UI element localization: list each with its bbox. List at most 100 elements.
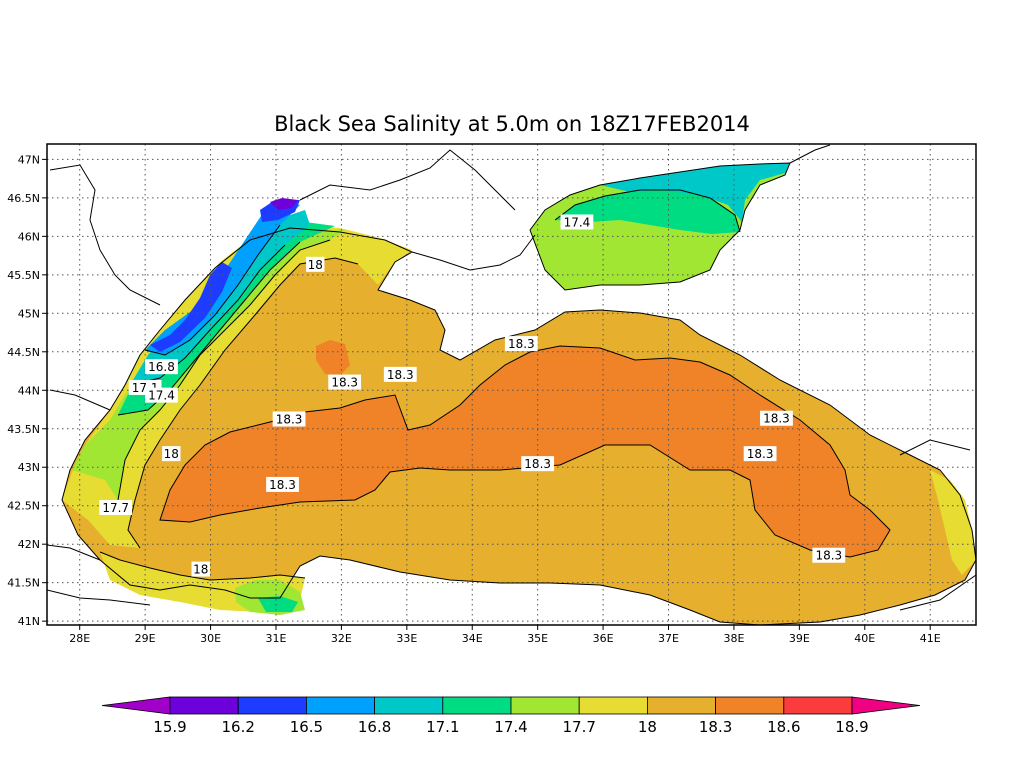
contour-17.4-nw: [117, 241, 301, 416]
colorbar: 15.9 16.2 16.5 16.8 17.1 17.4 17.7 18 18.3 18.6 18…: [101, 696, 921, 736]
contour-17.1-nw: [129, 244, 286, 386]
contour-18.3-interior: [159, 345, 891, 558]
y-tick-label: 42.5N: [7, 500, 40, 513]
contour-label-bg: [760, 410, 793, 426]
contour-label: 18: [162, 446, 181, 462]
contour-label-bg: [743, 446, 777, 462]
contour-label-bg: [560, 214, 594, 230]
colorbar-swatch: [578, 696, 648, 715]
y-axis-ticks: 41N 41.5N 42N 42.5N 43N 43.5N 44N 44.5N 45N 45.5N…: [7, 153, 47, 628]
x-tick-label: 38E: [723, 632, 744, 645]
contour-label-bg: [191, 561, 210, 577]
contour-label-text: 17.4: [148, 389, 175, 403]
colorbar-swatch: [237, 696, 307, 715]
colorbar-level-label: 17.4: [494, 718, 527, 736]
x-tick-label: 40E: [854, 632, 875, 645]
x-tick-label: 29E: [135, 632, 156, 645]
plot-area: [47, 144, 976, 625]
contour-label: 18.3: [504, 336, 538, 352]
colorbar-swatch: [374, 696, 444, 715]
contour-label: 17.4: [560, 214, 594, 230]
contour-label: 17.7: [99, 500, 133, 516]
contour-16.8-nw: [144, 224, 281, 356]
contour-label-text: 18.3: [815, 549, 842, 563]
colorbar-level-label: 16.5: [290, 718, 323, 736]
contour-label: 18.3: [760, 410, 793, 426]
colorbar-level-label: 16.8: [358, 718, 391, 736]
sea-of-azov-16.8-17.1: [600, 163, 790, 222]
contour-17.7-nw: [117, 239, 331, 501]
nw-shelf-17.4-17.7: [72, 230, 345, 500]
y-tick-label: 45.5N: [7, 269, 40, 282]
contour-label-bg: [162, 446, 181, 462]
interior-18.3-18.6: [160, 346, 890, 557]
contour-label-text: 16.8: [148, 360, 175, 374]
contour-label-text: 18.3: [524, 457, 551, 471]
contour-label: 18.3: [743, 446, 777, 462]
contour-lines: [99, 189, 891, 581]
sea-of-azov-17.1-17.4: [555, 190, 740, 234]
x-tick-label: 28E: [69, 632, 90, 645]
azov-coastline: [529, 162, 791, 291]
y-tick-label: 41.5N: [7, 577, 40, 590]
y-tick-label: 45N: [18, 307, 40, 320]
contour-label-bg: [812, 547, 846, 563]
contour-label-bg: [383, 366, 417, 382]
contour-label-text: 18: [308, 258, 323, 272]
contour-label: 18.3: [272, 411, 306, 427]
x-axis-ticks: 28E 29E 30E 31E 32E 33E 34E 35E 36E 37E 38E 39E 40E 4…: [69, 625, 941, 645]
y-tick-label: 43N: [18, 461, 40, 474]
contour-label-text: 17.4: [564, 215, 591, 229]
y-tick-label: 46N: [18, 230, 40, 243]
contour-label: 16.8: [145, 359, 178, 375]
contour-label-bg: [145, 387, 178, 403]
colorbar-level-label: 16.2: [221, 718, 254, 736]
contour-label: 18.3: [266, 476, 299, 492]
colorbar-level-label: 17.1: [426, 718, 459, 736]
nw-shelf-16.2-16.5: [150, 200, 300, 352]
black-sea-coastline: [61, 227, 976, 625]
contour-label-bg: [272, 411, 306, 427]
contour-18-south: [99, 551, 306, 581]
colorbar-level-label: 18: [638, 718, 657, 736]
colorbar-swatch: [169, 696, 239, 715]
country-border-north: [49, 149, 516, 306]
colorbar-swatch: [715, 696, 785, 715]
contour-label-bg: [306, 256, 325, 272]
contour-label: 18.3: [521, 456, 555, 472]
colorbar-low-arrow: [101, 696, 171, 715]
colorbar-swatch: [647, 696, 717, 715]
contour-label: 18.3: [383, 366, 417, 382]
x-tick-label: 33E: [396, 632, 417, 645]
contour-label-text: 18: [193, 563, 208, 577]
country-border-west: [47, 389, 151, 606]
contour-label-text: 18.3: [276, 413, 303, 427]
contour-label-text: 18.3: [508, 337, 535, 351]
contour-label-text: 18.3: [763, 412, 790, 426]
contour-label-bg: [99, 500, 133, 516]
x-tick-label: 39E: [789, 632, 810, 645]
east-coast-17.7-18: [930, 470, 976, 575]
colorbar-level-label: 18.6: [767, 718, 800, 736]
contour-label-bg: [145, 359, 178, 375]
x-tick-label: 32E: [331, 632, 352, 645]
y-tick-label: 43.5N: [7, 423, 40, 436]
contour-label-bg: [328, 374, 362, 390]
contour-label: 18.3: [328, 374, 362, 390]
y-tick-label: 47N: [18, 153, 40, 166]
x-tick-label: 36E: [593, 632, 614, 645]
y-tick-label: 44N: [18, 384, 40, 397]
south-bay-17.1-17.4: [258, 596, 298, 612]
colorbar-level-label: 15.9: [153, 718, 186, 736]
colorbar-level-label: 17.7: [562, 718, 595, 736]
nw-shelf-15.9-16.2: [270, 198, 298, 210]
x-tick-label: 37E: [658, 632, 679, 645]
x-tick-label: 30E: [200, 632, 221, 645]
contour-label-text: 18: [164, 447, 179, 461]
contour-label: 17.4: [145, 387, 178, 403]
contour-label: 18: [191, 561, 210, 577]
crimea-west-coast: [411, 234, 536, 271]
contour-label: 18.3: [812, 547, 846, 563]
contour-label-text: 18.3: [269, 478, 296, 492]
contour-label-text: 18.3: [387, 368, 414, 382]
